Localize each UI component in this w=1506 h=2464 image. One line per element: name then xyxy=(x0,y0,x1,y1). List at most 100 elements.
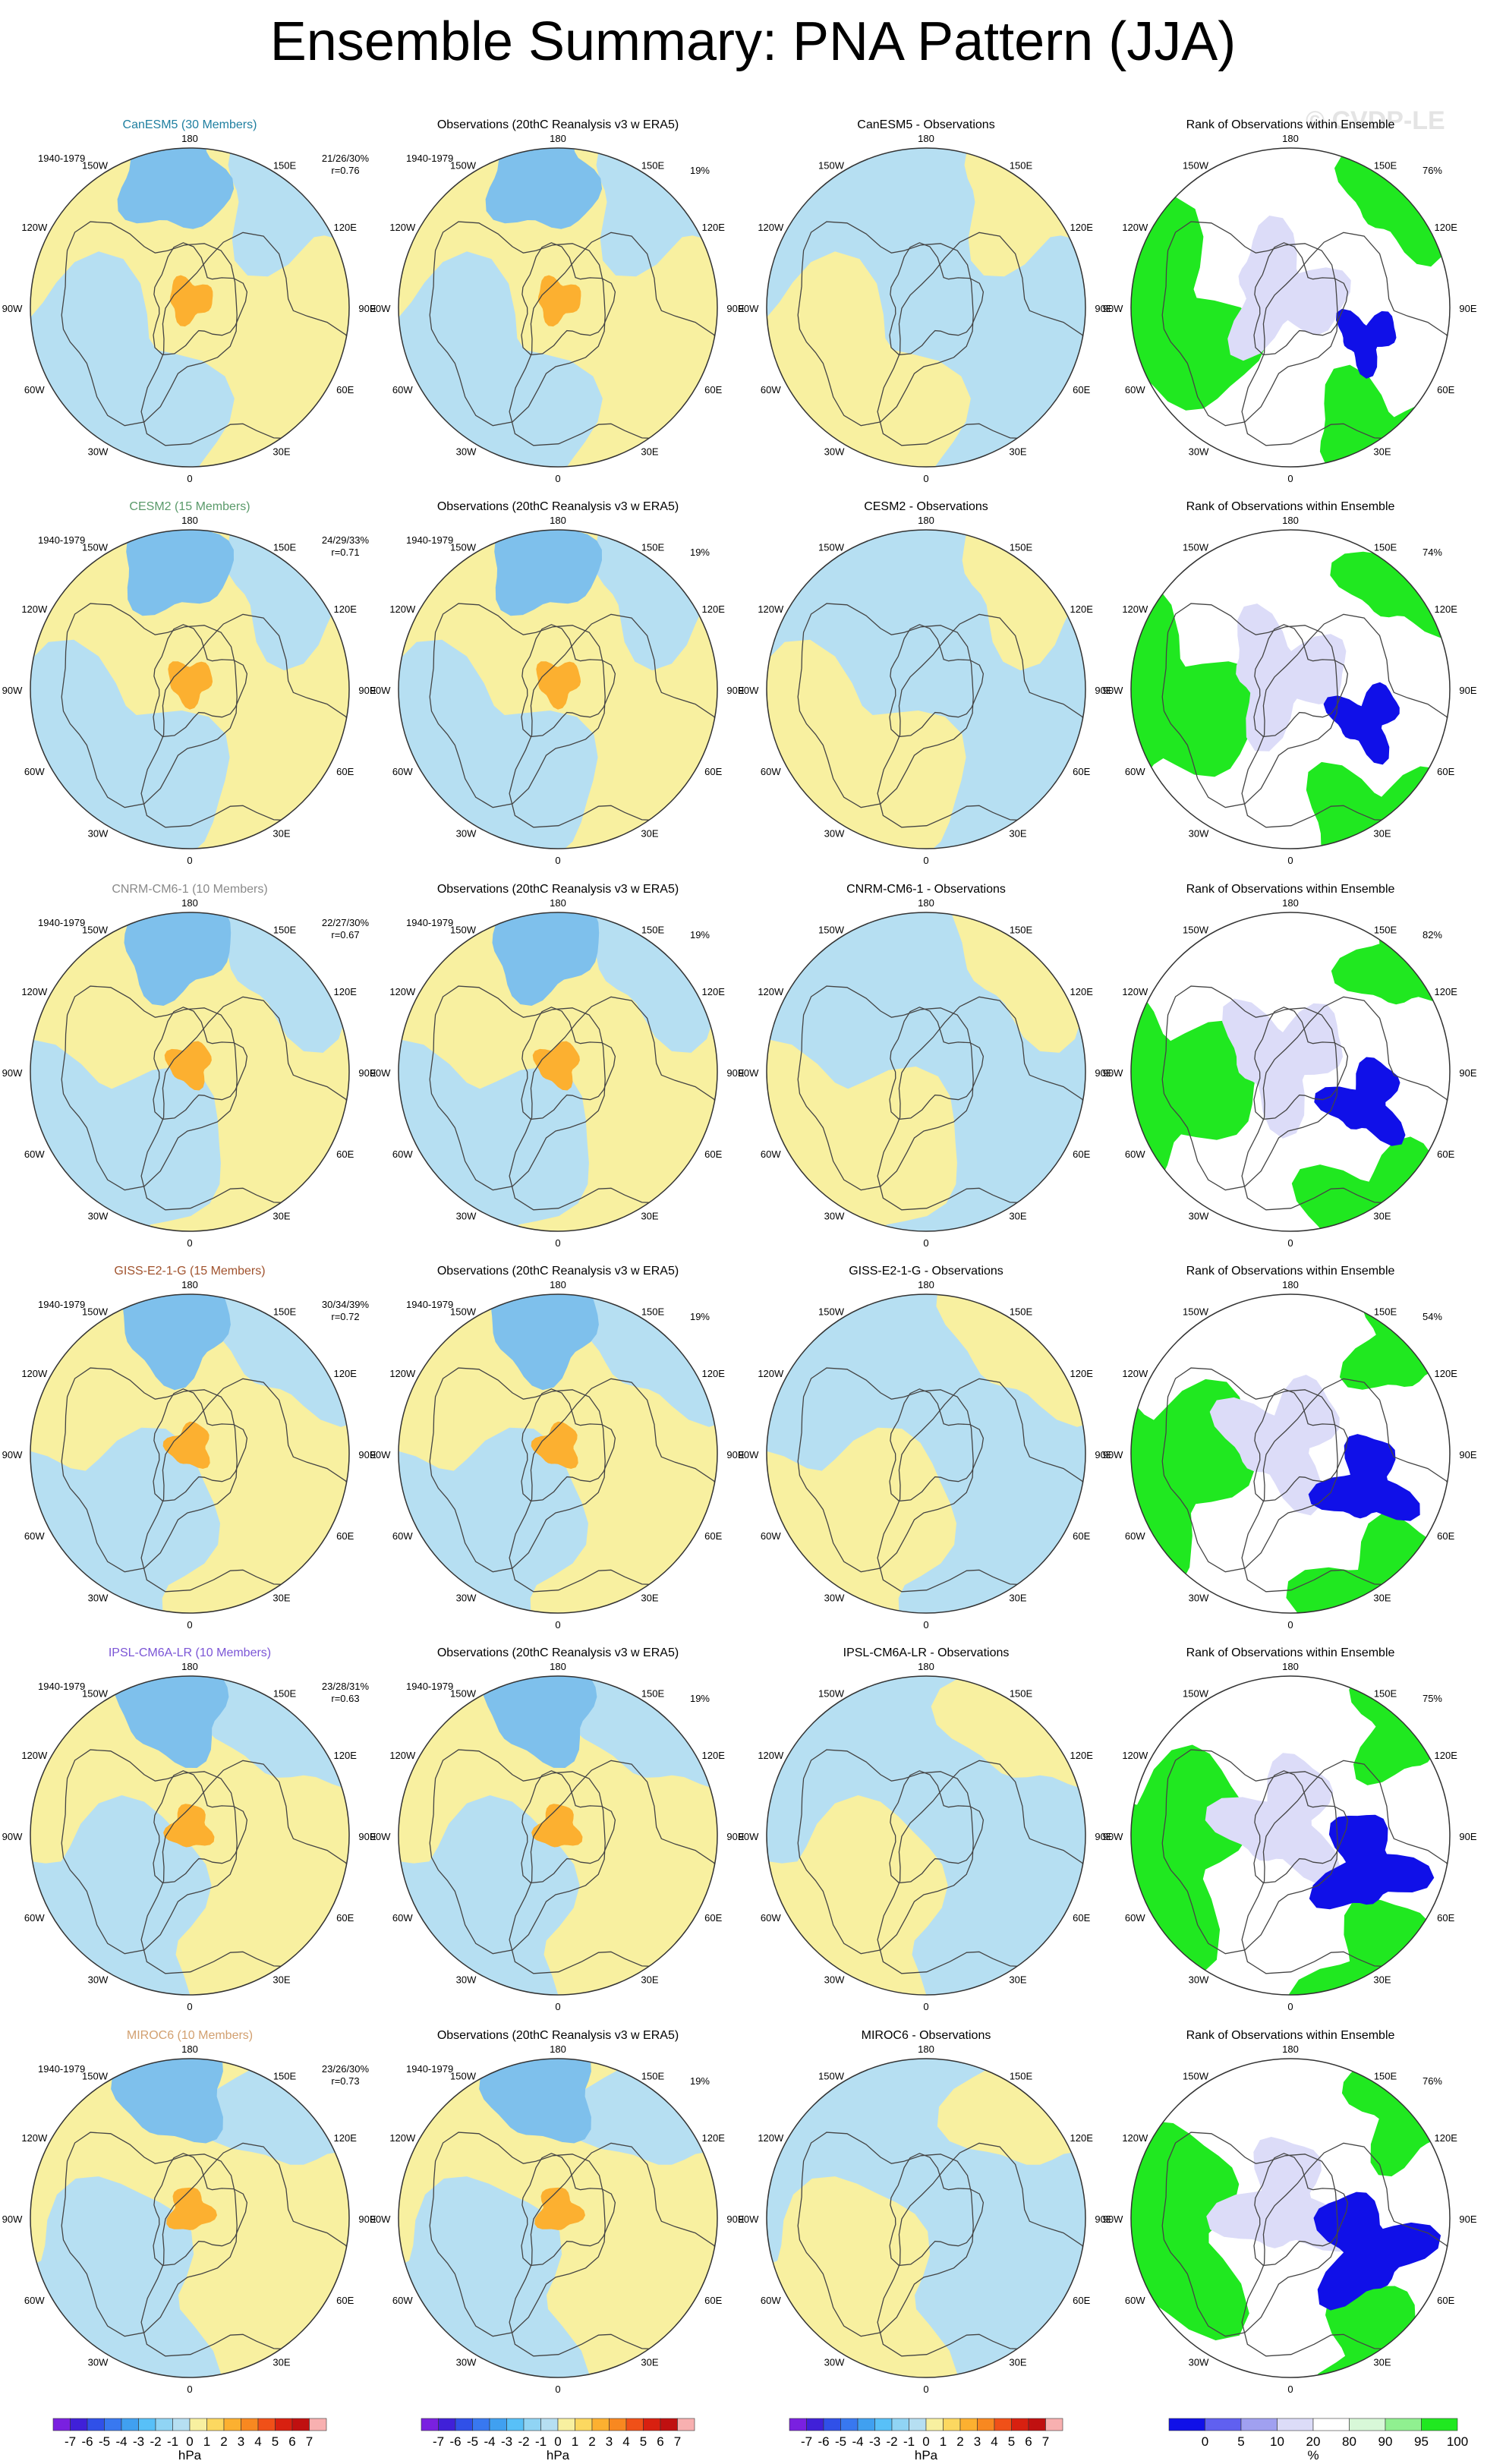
longitude-label: 60E xyxy=(336,384,354,395)
diff-title: IPSL-CM6A-LR - Observations xyxy=(843,1646,1010,1659)
colorbar-tick-label: 3 xyxy=(974,2434,981,2449)
colorbar-tick-label: 100 xyxy=(1447,2434,1468,2449)
longitude-label: 150E xyxy=(1374,159,1397,171)
longitude-label: 0 xyxy=(1287,473,1293,484)
longitude-label: 60E xyxy=(704,1530,722,1542)
longitude-label: 30E xyxy=(1373,828,1391,840)
longitude-label: 150E xyxy=(641,541,665,553)
colorbar-hpa-3: -7 -6 -5 -4 -3 -2 -1 0 1 2 3 4 5 6 7 hPa xyxy=(789,2418,1063,2462)
colorbar-swatch xyxy=(609,2418,627,2431)
obs-title: Observations (20thC Reanalysis v3 w ERA5… xyxy=(437,883,679,896)
longitude-label: 60W xyxy=(24,766,45,777)
coastline xyxy=(1253,624,1349,738)
longitude-label: 90E xyxy=(726,1831,744,1842)
colorbar-tick-label: 3 xyxy=(238,2434,244,2449)
longitude-label: 30W xyxy=(456,1974,477,1986)
colorbar-tick-label: -5 xyxy=(99,2434,110,2449)
period-label: 1940-1979 xyxy=(406,917,453,928)
longitude-label: 60W xyxy=(1125,1149,1145,1160)
anomaly-region xyxy=(767,639,966,849)
colorbar-swatch xyxy=(1168,2418,1205,2431)
longitude-label: 90E xyxy=(1459,1449,1476,1460)
polar-map: 180 0 150W 120W 90W 60W 30W 150E 120E 90E 60E 30E xyxy=(1103,1661,1477,2012)
map-border xyxy=(1130,1293,1451,1614)
longitude-label: 150W xyxy=(1183,1306,1209,1317)
model-title: CanESM5 (30 Members) xyxy=(123,118,257,131)
longitude-label: 60E xyxy=(336,2295,354,2306)
pattern-correlation: r=0.76 xyxy=(331,165,359,176)
polar-map: 180 0 150W 120W 90W 60W 30W 150E 120E 90E 60E 30E xyxy=(2,2043,376,2395)
coastline xyxy=(1161,603,1338,808)
colorbar-tick-label: 3 xyxy=(606,2434,613,2449)
longitude-label: 90E xyxy=(1459,685,1476,696)
colorbar-swatch xyxy=(575,2418,593,2431)
longitude-label: 0 xyxy=(1287,2384,1293,2395)
positive-center xyxy=(531,1421,578,1469)
colorbar-unit: hPa xyxy=(915,2448,938,2462)
longitude-label: 150W xyxy=(818,159,845,171)
colorbar-tick-label: -5 xyxy=(835,2434,846,2449)
longitude-label: 90E xyxy=(1095,303,1112,314)
obs-percent: 19% xyxy=(690,547,710,558)
longitude-label: 90W xyxy=(2,2214,23,2225)
longitude-label: 90W xyxy=(1103,2214,1123,2225)
colorbar-swatch xyxy=(840,2418,859,2431)
longitude-label: 30E xyxy=(1009,1593,1026,1604)
longitude-label: 30W xyxy=(824,2357,845,2368)
longitude-label: 180 xyxy=(550,2043,566,2055)
map-border xyxy=(30,147,350,468)
longitude-label: 120W xyxy=(1122,603,1148,615)
longitude-label: 60E xyxy=(1437,384,1454,395)
longitude-label: 120E xyxy=(334,2132,358,2144)
longitude-label: 120E xyxy=(1435,986,1458,997)
longitude-label: 120W xyxy=(1122,222,1148,233)
longitude-label: 60W xyxy=(24,1912,45,1924)
rank-low-region xyxy=(1308,1434,1420,1521)
coastline xyxy=(61,1749,238,1955)
coastline xyxy=(429,221,606,427)
longitude-label: 90W xyxy=(2,1831,23,1842)
longitude-label: 90W xyxy=(1103,1067,1123,1079)
longitude-label: 120W xyxy=(21,1750,48,1761)
longitude-label: 30W xyxy=(1189,828,1209,840)
period-label: 1940-1979 xyxy=(406,2063,453,2075)
longitude-label: 30W xyxy=(88,1211,109,1222)
coastline xyxy=(797,1749,974,1955)
coastline xyxy=(1161,2132,1338,2337)
ensemble-stat: 24/29/33% xyxy=(322,534,370,546)
colorbar-swatch xyxy=(1312,2418,1350,2431)
longitude-label: 30W xyxy=(824,828,845,840)
longitude-label: 30W xyxy=(824,1974,845,1986)
colorbar-tick-label: -4 xyxy=(852,2434,863,2449)
polar-map: 180 0 150W 120W 90W 60W 30W 150E 120E 90E 60E 30E xyxy=(370,133,745,484)
longitude-label: 150E xyxy=(273,1306,297,1317)
rank-percent: 76% xyxy=(1423,2075,1442,2087)
rank-low-region xyxy=(1313,2191,1441,2311)
colorbar-tick-label: 7 xyxy=(306,2434,313,2449)
obs-percent: 19% xyxy=(690,1311,710,1322)
map-border xyxy=(30,529,350,849)
colorbar-swatch xyxy=(994,2418,1012,2431)
longitude-label: 30E xyxy=(1373,1593,1391,1604)
map-border xyxy=(398,1293,718,1614)
colorbar-tick-label: 90 xyxy=(1378,2434,1393,2449)
longitude-label: 60W xyxy=(761,1912,781,1924)
negative-center xyxy=(490,1294,599,1391)
longitude-label: 150W xyxy=(818,1687,845,1699)
coastline xyxy=(889,2153,985,2267)
longitude-label: 150E xyxy=(1374,541,1397,553)
longitude-label: 180 xyxy=(918,897,934,909)
longitude-label: 30W xyxy=(88,1593,109,1604)
map-border xyxy=(1130,529,1451,849)
longitude-label: 120E xyxy=(1435,222,1458,233)
polar-map: 180 0 150W 120W 90W 60W 30W 150E 120E 90E 60E 30E xyxy=(370,1661,745,2012)
longitude-label: 150W xyxy=(82,2070,109,2081)
longitude-label: 150E xyxy=(1374,1687,1397,1699)
longitude-label: 60W xyxy=(761,1530,781,1542)
colorbar-swatch xyxy=(625,2418,644,2431)
longitude-label: 120W xyxy=(21,222,48,233)
longitude-label: 150E xyxy=(1010,924,1033,935)
colorbar-tick-label: 10 xyxy=(1270,2434,1284,2449)
rank-low-region xyxy=(1222,998,1343,1139)
longitude-label: 60E xyxy=(1073,1912,1090,1924)
